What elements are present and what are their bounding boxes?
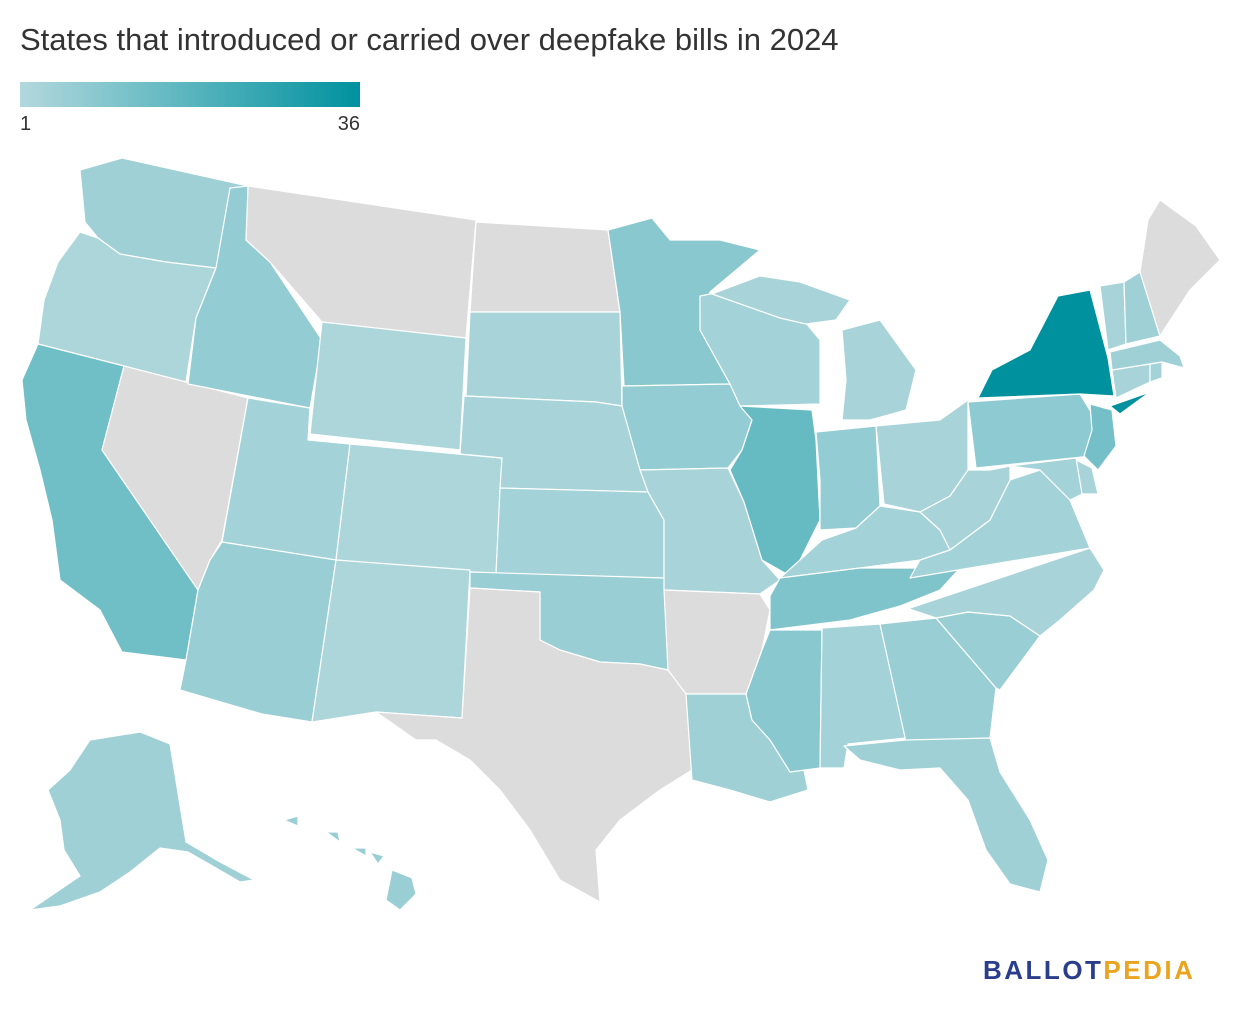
state-tn: [769, 567, 961, 631]
logo-part-ballot: BALLOT: [983, 955, 1104, 985]
state-hi: [283, 815, 417, 911]
state-pa: [967, 393, 1097, 469]
state-mi: [711, 275, 917, 421]
state-vt: [1099, 281, 1127, 351]
state-wv: [919, 465, 1011, 551]
state-wy: [309, 321, 467, 451]
state-md: [1009, 457, 1083, 501]
legend-max-label: 36: [337, 113, 360, 135]
ballotpedia-logo: BALLOTPEDIA: [983, 955, 1195, 986]
state-il: [729, 405, 821, 577]
us-states-map: [21, 157, 1221, 911]
state-ia: [621, 383, 753, 471]
state-nd: [469, 221, 621, 313]
state-ak: [29, 731, 255, 911]
state-ga: [879, 617, 997, 743]
page-title: States that introduced or carried over d…: [20, 22, 839, 57]
state-ks: [495, 487, 665, 579]
state-tx: [375, 587, 693, 903]
state-me: [1139, 199, 1221, 337]
state-ny: [977, 289, 1151, 415]
legend-min-label: 1: [20, 113, 32, 135]
state-ma: [1109, 339, 1185, 371]
state-nm: [311, 559, 471, 723]
state-nc: [899, 547, 1105, 637]
state-mn: [607, 217, 761, 387]
state-nj: [1083, 403, 1117, 471]
logo-part-pedia: PEDIA: [1103, 955, 1196, 985]
state-fl: [843, 737, 1049, 893]
color-scale-legend: [20, 82, 360, 107]
state-ri: [1149, 361, 1163, 383]
state-co: [335, 443, 503, 575]
state-sd: [465, 311, 623, 407]
